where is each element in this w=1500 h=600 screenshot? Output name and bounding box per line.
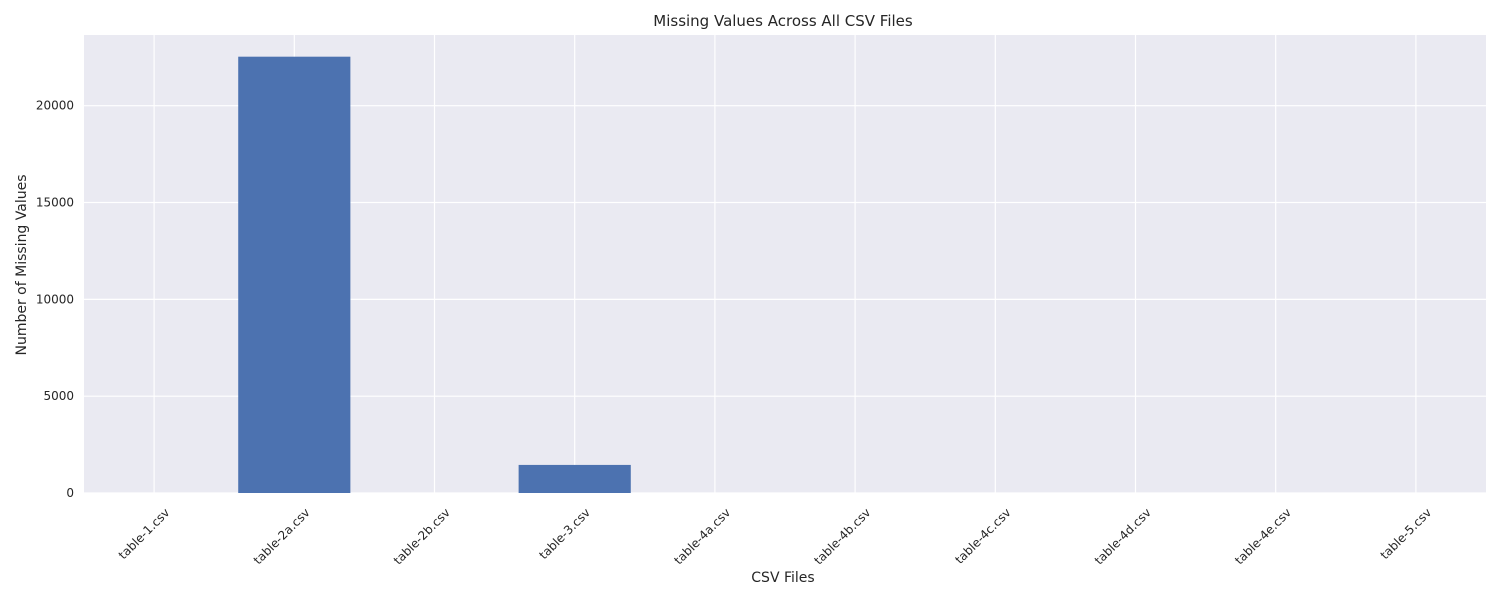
y-tick-label: 20000 <box>36 99 74 113</box>
x-tick-label: table-1.csv <box>116 505 173 562</box>
y-tick-label: 5000 <box>43 389 74 403</box>
x-tick-label: table-4c.csv <box>952 505 1013 566</box>
y-tick-label: 10000 <box>36 292 74 306</box>
x-tick-label: table-4b.csv <box>811 505 873 567</box>
bar <box>518 464 631 493</box>
bars <box>238 56 631 494</box>
x-tick-label: table-4d.csv <box>1092 505 1154 567</box>
x-tick-label: table-3.csv <box>536 505 593 562</box>
y-tick-label: 15000 <box>36 196 74 210</box>
x-tick-labels: table-1.csv table-2a.csv table-2b.csv table… <box>116 505 1434 567</box>
x-axis-label: CSV Files <box>751 570 814 586</box>
x-tick-label: table-2a.csv <box>251 505 313 567</box>
x-tick-label: table-4a.csv <box>671 505 733 567</box>
x-tick-label: table-5.csv <box>1378 505 1435 562</box>
x-tick-label: table-4e.csv <box>1232 505 1294 567</box>
bar <box>238 56 351 494</box>
x-tick-label: table-2b.csv <box>391 505 453 567</box>
y-tick-label: 0 <box>66 486 74 500</box>
y-tick-labels: 0 5000 10000 15000 20000 <box>36 99 74 500</box>
chart-title: Missing Values Across All CSV Files <box>653 12 913 30</box>
y-axis-label: Number of Missing Values <box>14 174 30 355</box>
